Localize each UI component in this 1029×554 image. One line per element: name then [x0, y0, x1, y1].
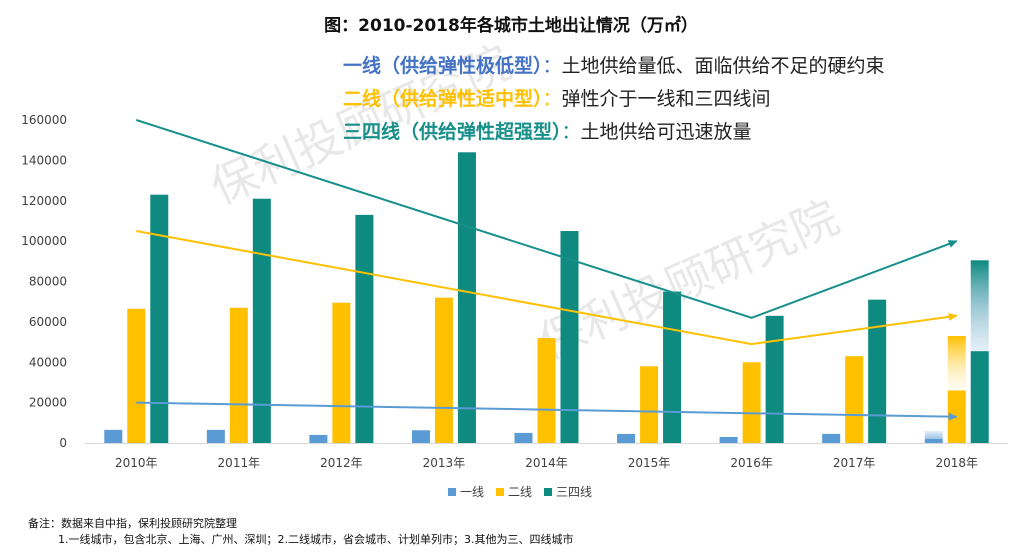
x-tick-label: 2017年	[833, 456, 876, 470]
bar-tier1	[924, 438, 943, 443]
bar-tier3	[457, 152, 476, 444]
y-axis: 0 20000 40000 60000 80000 100000 120000 140000 1…	[21, 113, 67, 450]
y-tick-label: 60000	[29, 315, 67, 329]
bar-tier2	[845, 356, 864, 443]
bar-tier3	[252, 198, 271, 443]
trend-lines	[135, 119, 958, 421]
annotation-tier2-sep: ：	[543, 88, 562, 110]
bar-tier1	[104, 429, 123, 443]
annotation-tier3-label: 三四线（供给弹性超强型）	[343, 120, 562, 143]
projection-bar-tier1	[924, 430, 943, 439]
legend-label-tier1: 一线	[460, 485, 484, 499]
trend-arrow-tier2	[136, 230, 958, 346]
annotation-tier2-desc: 弹性介于一线和三四线间	[562, 88, 771, 110]
x-tick-label: 2016年	[730, 456, 773, 470]
projection-bar-tier2	[947, 336, 966, 391]
annotation-tier1-label: 一线（供给弹性极低型）	[343, 54, 543, 77]
bar-tier2	[742, 362, 761, 443]
chart-legend: 一线 二线 三四线	[448, 485, 592, 499]
trend-arrow-tier3	[135, 119, 958, 319]
bar-tier1	[206, 429, 225, 443]
bar-tier1	[822, 433, 841, 443]
annotation-tier3-desc: 土地供给可迅速放量	[581, 121, 752, 143]
y-tick-label: 40000	[29, 355, 67, 369]
bar-tier2	[537, 338, 556, 443]
bar-tier3	[663, 291, 682, 443]
y-tick-label: 80000	[29, 275, 67, 289]
bar-tier2	[332, 302, 351, 443]
bar-tier2	[434, 297, 453, 443]
bar-tier3	[970, 351, 989, 443]
bar-tier1	[309, 434, 328, 443]
bar-tier3	[765, 315, 784, 443]
x-tick-label: 2010年	[115, 456, 158, 470]
x-axis: 2010年 2011年 2012年 2013年 2014年 2015年 2016年 2017年…	[115, 456, 978, 470]
legend-label-tier2: 二线	[508, 485, 532, 499]
bar-tier3	[560, 231, 579, 443]
chart-title: 图：2010-2018年各城市土地出让情况（万㎡）	[324, 15, 698, 36]
y-tick-label: 0	[59, 436, 67, 450]
y-tick-label: 120000	[21, 194, 67, 208]
bar-tier2	[640, 366, 659, 443]
annotation-tier1: 一线（供给弹性极低型）：土地供给量低、面临供给不足的硬约束	[343, 54, 885, 77]
y-tick-label: 20000	[29, 396, 67, 410]
footnote-source: 备注：数据来自中指，保利投顾研究院整理	[28, 516, 237, 530]
annotation-tier2-label: 二线（供给弹性适中型）	[343, 87, 543, 110]
x-tick-label: 2012年	[320, 456, 363, 470]
annotation-tier1-desc: 土地供给量低、面临供给不足的硬约束	[562, 55, 885, 77]
legend-swatch-tier2	[496, 488, 504, 496]
bar-tier1	[411, 430, 430, 443]
bar-tier1	[514, 432, 533, 443]
annotation-tier3-sep: ：	[562, 121, 581, 143]
trend-arrow-tier1	[136, 401, 958, 421]
footnote-definitions: 1.一线城市，包含北京、上海、广州、深圳；2.二线城市，省会城市、计划单列市；3…	[58, 532, 573, 546]
bar-tier3	[355, 214, 374, 443]
x-tick-label: 2018年	[935, 456, 978, 470]
bar-tier1	[617, 433, 636, 443]
annotation-tier2: 二线（供给弹性适中型）：弹性介于一线和三四线间	[343, 87, 771, 110]
y-tick-label: 160000	[21, 113, 67, 127]
x-tick-label: 2011年	[218, 456, 261, 470]
y-tick-label: 140000	[21, 153, 67, 167]
x-tick-label: 2014年	[525, 456, 568, 470]
x-tick-label: 2015年	[628, 456, 671, 470]
bar-tier3	[150, 194, 169, 443]
y-tick-label: 100000	[21, 234, 67, 248]
annotation-tier1-sep: ：	[543, 55, 562, 77]
projection-bar-tier3	[970, 260, 989, 352]
bar-tier1	[719, 436, 738, 443]
annotation-tier3: 三四线（供给弹性超强型）：土地供给可迅速放量	[343, 120, 752, 143]
legend-swatch-tier3	[544, 488, 552, 496]
bar-tier2	[127, 308, 146, 443]
bar-tier2	[229, 307, 248, 443]
x-tick-label: 2013年	[423, 456, 466, 470]
legend-swatch-tier1	[448, 488, 456, 496]
bar-tier3	[868, 299, 887, 443]
legend-label-tier3: 三四线	[556, 485, 592, 499]
